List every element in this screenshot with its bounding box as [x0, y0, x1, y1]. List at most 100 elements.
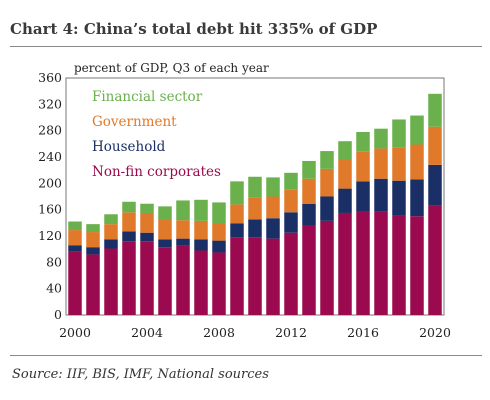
bar-2000-government	[68, 230, 82, 246]
bar-2007-financial-sector	[194, 199, 208, 221]
x-tick-label: 2012	[275, 325, 307, 340]
bar-2019-government	[410, 144, 424, 180]
bar-2009-household	[230, 223, 244, 238]
y-tick-label: 160	[38, 202, 62, 217]
bar-2011-financial-sector	[266, 177, 280, 197]
bar-2016-household	[356, 181, 370, 211]
bar-2004-government	[140, 212, 154, 233]
bar-2017-household	[374, 178, 388, 212]
legend-item-household: Household	[92, 139, 166, 155]
bar-2015-non-fin-corporates	[338, 212, 352, 315]
y-ticks-group: 0 40 80 120 160 200 240 280 320 360	[38, 70, 62, 322]
bar-2008-non-fin-corporates	[212, 252, 226, 315]
legend-item-financial-sector: Financial sector	[92, 89, 203, 105]
bar-2014-financial-sector	[320, 151, 334, 169]
bar-2009-non-fin-corporates	[230, 237, 244, 315]
bar-2012-non-fin-corporates	[284, 232, 298, 315]
y-tick-label: 320	[38, 96, 62, 111]
y-tick-label: 120	[38, 228, 62, 243]
bar-2006-household	[176, 238, 190, 246]
bar-2020-non-fin-corporates	[428, 205, 442, 315]
x-tick-label: 2000	[59, 325, 91, 340]
top-divider	[10, 46, 482, 47]
bar-2010-non-fin-corporates	[248, 237, 262, 315]
y-axis-label: percent of GDP, Q3 of each year	[74, 61, 269, 75]
bar-2011-household	[266, 218, 280, 239]
chart-title: Chart 4: China’s total debt hit 335% of …	[10, 20, 378, 38]
bar-2008-government	[212, 223, 226, 241]
bar-2003-non-fin-corporates	[122, 241, 136, 315]
x-ticks-group: 2000 2004 2008 2012 2016 2020	[59, 325, 451, 340]
y-tick-label: 360	[38, 70, 62, 85]
stacked-bar-chart: percent of GDP, Q3 of each year 0 40 80 120…	[38, 61, 451, 340]
bar-2006-financial-sector	[176, 200, 190, 221]
source-note: Source: IIF, BIS, IMF, National sources	[12, 367, 269, 382]
bar-2000-non-fin-corporates	[68, 251, 82, 315]
bar-2014-government	[320, 168, 334, 197]
bar-2002-financial-sector	[104, 214, 118, 225]
bar-2001-household	[86, 247, 100, 255]
bar-2017-non-fin-corporates	[374, 211, 388, 315]
bar-2004-financial-sector	[140, 203, 154, 213]
bar-2020-household	[428, 164, 442, 206]
x-tick-label: 2016	[347, 325, 379, 340]
bar-2013-household	[302, 203, 316, 226]
bar-2018-government	[392, 147, 406, 181]
bar-2009-financial-sector	[230, 181, 244, 205]
bar-2001-government	[86, 232, 100, 248]
x-tick-label: 2020	[419, 325, 451, 340]
bar-2004-household	[140, 232, 154, 242]
bar-2017-financial-sector	[374, 128, 388, 149]
bar-2012-financial-sector	[284, 172, 298, 190]
bars-group	[68, 93, 442, 316]
bar-2014-household	[320, 196, 334, 221]
bar-2005-government	[158, 219, 172, 240]
bar-2011-government	[266, 196, 280, 219]
bar-2000-financial-sector	[68, 221, 82, 231]
bar-2008-financial-sector	[212, 202, 226, 224]
bar-2005-financial-sector	[158, 206, 172, 220]
bar-2020-government	[428, 126, 442, 165]
bar-2001-non-fin-corporates	[86, 254, 100, 315]
bar-2009-government	[230, 204, 244, 224]
bar-2002-non-fin-corporates	[104, 248, 118, 315]
bar-2002-government	[104, 224, 118, 240]
bar-2012-government	[284, 189, 298, 213]
bar-2019-non-fin-corporates	[410, 216, 424, 315]
bar-2015-government	[338, 158, 352, 189]
y-tick-label: 200	[38, 175, 62, 190]
bar-2007-non-fin-corporates	[194, 250, 208, 315]
bar-2008-household	[212, 240, 226, 253]
bar-2010-financial-sector	[248, 176, 262, 198]
bar-2015-household	[338, 188, 352, 213]
y-tick-label: 240	[38, 149, 62, 164]
legend: Financial sector Government Household Non-f…	[92, 89, 221, 180]
bar-2010-government	[248, 197, 262, 220]
bar-2013-financial-sector	[302, 160, 316, 179]
bar-2020-financial-sector	[428, 93, 442, 127]
bar-2018-financial-sector	[392, 119, 406, 148]
bar-2019-household	[410, 179, 424, 217]
bar-2014-non-fin-corporates	[320, 220, 334, 315]
bar-2016-government	[356, 151, 370, 182]
bar-2013-government	[302, 178, 316, 204]
bar-2003-financial-sector	[122, 201, 136, 213]
bottom-divider	[10, 355, 482, 356]
bar-2006-non-fin-corporates	[176, 245, 190, 316]
bar-2019-financial-sector	[410, 115, 424, 145]
y-tick-label: 280	[38, 123, 62, 138]
bar-2007-household	[194, 239, 208, 251]
bar-2003-government	[122, 212, 136, 232]
x-tick-label: 2008	[203, 325, 235, 340]
bar-2001-financial-sector	[86, 224, 100, 233]
y-tick-label: 0	[54, 307, 62, 322]
bar-2013-non-fin-corporates	[302, 225, 316, 315]
bar-2011-non-fin-corporates	[266, 238, 280, 315]
x-tick-label: 2004	[131, 325, 163, 340]
bar-2012-household	[284, 212, 298, 233]
bar-2007-government	[194, 220, 208, 240]
bar-2017-government	[374, 148, 388, 179]
bar-2016-non-fin-corporates	[356, 210, 370, 315]
bar-2005-household	[158, 239, 172, 248]
bar-2018-household	[392, 180, 406, 216]
